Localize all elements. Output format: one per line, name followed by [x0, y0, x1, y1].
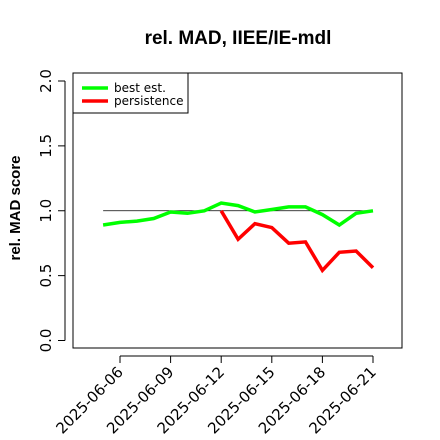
legend: best est. persistence — [72, 72, 189, 114]
y-tick-label: 1.5 — [37, 134, 55, 158]
series-layer — [102, 201, 375, 274]
y-axis-label: rel. MAD score — [7, 155, 24, 260]
y-tick-label: 2.0 — [37, 69, 55, 93]
legend-box — [72, 72, 189, 114]
x-axis: 2025-06-062025-06-092025-06-122025-06-15… — [52, 355, 380, 437]
series-line-persistence — [219, 209, 375, 274]
y-tick-label: 0.5 — [37, 264, 55, 288]
y-tick-label: 0.0 — [37, 329, 55, 353]
chart-title: rel. MAD, IIEE/IE-mdl — [145, 28, 332, 49]
legend-label-persistence: persistence — [114, 94, 183, 108]
legend-label-best-est: best est. — [114, 81, 166, 95]
plot-frame — [72, 72, 403, 349]
y-tick-label: 1.0 — [37, 199, 55, 223]
series-line-best-est — [102, 201, 374, 228]
y-axis: 0.0 0.5 1.0 1.5 2.0 — [37, 69, 66, 353]
